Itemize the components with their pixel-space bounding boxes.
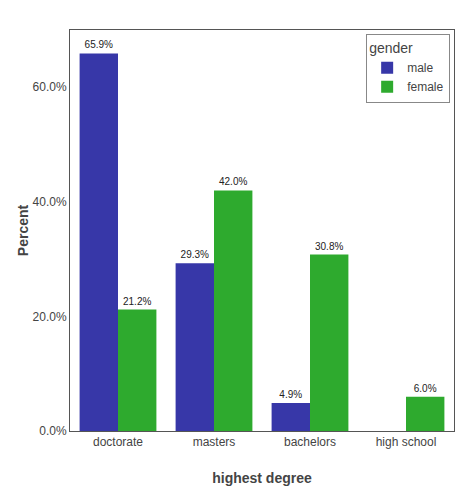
svg-text:29.3%: 29.3% <box>181 249 209 260</box>
svg-text:6.0%: 6.0% <box>414 383 437 394</box>
svg-text:male: male <box>407 61 433 75</box>
svg-text:30.8%: 30.8% <box>315 241 343 252</box>
svg-text:40.0%: 40.0% <box>33 195 67 209</box>
svg-text:4.9%: 4.9% <box>279 389 302 400</box>
svg-text:masters: masters <box>193 435 236 449</box>
svg-text:high school: high school <box>376 435 437 449</box>
svg-text:highest degree: highest degree <box>212 470 312 486</box>
svg-text:gender: gender <box>369 40 413 56</box>
svg-text:Percent: Percent <box>15 204 31 256</box>
svg-text:60.0%: 60.0% <box>33 80 67 94</box>
svg-text:42.0%: 42.0% <box>219 176 247 187</box>
svg-text:bachelors: bachelors <box>284 435 336 449</box>
svg-text:female: female <box>407 80 443 94</box>
svg-text:doctorate: doctorate <box>93 435 143 449</box>
svg-text:0.0%: 0.0% <box>39 424 67 438</box>
svg-text:20.0%: 20.0% <box>33 310 67 324</box>
svg-text:65.9%: 65.9% <box>85 39 113 50</box>
svg-text:21.2%: 21.2% <box>123 296 151 307</box>
